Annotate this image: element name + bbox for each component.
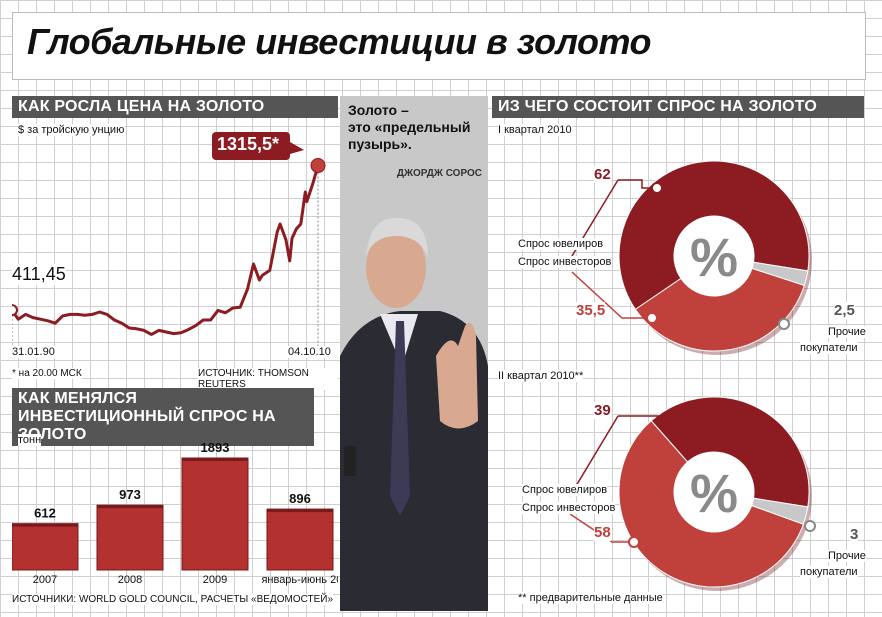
bar-top-3 [267,509,333,513]
end-value-label: 1315,5* [217,134,280,154]
q1-jewelry-value: 62 [594,166,611,183]
bar-category-label: январь-июнь 2010 [261,574,338,586]
quote-line-3: пузырь». [348,136,412,152]
q2-investors-value: 58 [594,524,611,541]
portrait-photo-icon [340,217,488,611]
q2-investors-callout [569,513,632,543]
q1-other-label-1: Прочие [828,326,866,338]
bar-value-label: 896 [289,491,311,506]
title-box: Глобальные инвестиции в золото [12,12,866,80]
quote-text: Золото – это «предельный пузырь». [348,102,470,153]
bar-category-label: 2007 [33,574,57,586]
donut-hole [674,216,754,296]
bar-2008 [96,504,164,571]
quote-panel: Золото – это «предельный пузырь». ДЖОРДЖ… [340,96,488,611]
bar-top-2 [182,458,248,461]
q2-other-marker [804,520,816,532]
q2-other-value: 3 [850,526,859,543]
percent-symbol: % [690,464,738,524]
q2-investors-label: Спрос инвесторов [522,502,616,514]
price-chart-unit: $ за тройскую унцию [18,124,125,136]
invest-chart-unit: тонн [18,434,42,446]
q1-other-label-2: покупатели [800,342,858,354]
price-chart-panel: КАК РОСЛА ЦЕНА НА ЗОЛОТО $ за тройскую у… [12,96,338,390]
page-title: Глобальные инвестиции в золото [27,21,652,62]
q2-investors-marker [628,536,640,548]
bar-top-0 [12,523,78,527]
price-chart-header: КАК РОСЛА ЦЕНА НА ЗОЛОТО [12,96,338,118]
demand-donut-charts: %% [569,160,816,591]
invest-chart-panel: КАК МЕНЯЛСЯ ИНВЕСТИЦИОННЫЙ СПРОС НА ЗОЛО… [12,388,338,610]
bar-value-label: 1893 [201,440,230,455]
end-value-callout-pointer [290,142,304,154]
q1-investors-callout [571,271,652,319]
demand-panel: ИЗ ЧЕГО СОСТОИТ СПРОС НА ЗОЛОТО I кварта… [492,96,866,611]
bar-value-label: 612 [34,506,56,521]
demand-footnote: ** предварительные данные [518,592,663,604]
q2-jewelry-callout-2 [569,415,619,497]
end-point-marker [310,158,326,174]
bar-2007 [12,523,79,571]
quote-author: ДЖОРДЖ СОРОС [396,168,482,179]
price-source: ИСТОЧНИК: THOMSON REUTERS [198,368,338,390]
bar-январь-июнь 2010 [266,508,334,571]
q2-other-label-1: Прочие [828,550,866,562]
bar-category-label: 2008 [118,574,142,586]
q1-other-value: 2,5 [834,302,855,319]
start-point-marker [12,304,18,317]
invest-source: ИСТОЧНИКИ: WORLD GOLD COUNCIL, РАСЧЕТЫ «… [12,594,334,605]
end-date-label: 04.10.10 [288,346,331,358]
start-date-label: 31.01.90 [12,346,55,358]
start-value-label: 411,45 [12,264,66,285]
demand-header: ИЗ ЧЕГО СОСТОИТ СПРОС НА ЗОЛОТО [492,96,864,118]
invest-chart-header: КАК МЕНЯЛСЯ ИНВЕСТИЦИОННЫЙ СПРОС НА ЗОЛО… [12,388,314,446]
percent-symbol: % [690,228,738,288]
q2-other-label-2: покупатели [800,566,858,578]
q1-period: I квартал 2010 [498,124,572,136]
q2-period: II квартал 2010** [498,370,584,382]
q2-jewelry-value: 39 [594,402,611,419]
invest-bar-chart: 612 2007 973 2008 1893 2009 896 январь-июнь 201… [12,440,338,586]
q1-investors-marker [646,312,658,324]
q2-jewelry-label: Спрос ювелиров [522,484,608,496]
price-series-line [12,165,320,336]
q1-other-marker [778,318,790,330]
bar-value-label: 973 [119,487,141,502]
price-line-chart [12,132,326,346]
q1-jewelry-label: Спрос ювелиров [518,238,604,250]
bar-category-label: 2009 [203,574,227,586]
end-value-callout-bg [212,132,290,160]
bar-top-1 [97,505,163,509]
q1-jewelry-callout [618,179,657,189]
donut-hole [674,452,754,532]
price-footnote: * на 20.00 МСК [12,368,82,379]
quote-line-1: Золото – [348,102,409,118]
quote-line-2: это «предельный [348,119,471,135]
q1-jewelry-marker [651,182,663,194]
q1-investors-value: 35,5 [576,302,606,319]
bar-2009 [181,457,249,571]
q1-investors-label: Спрос инвесторов [518,256,612,268]
invest-header-line1: КАК МЕНЯЛСЯ [18,390,138,407]
